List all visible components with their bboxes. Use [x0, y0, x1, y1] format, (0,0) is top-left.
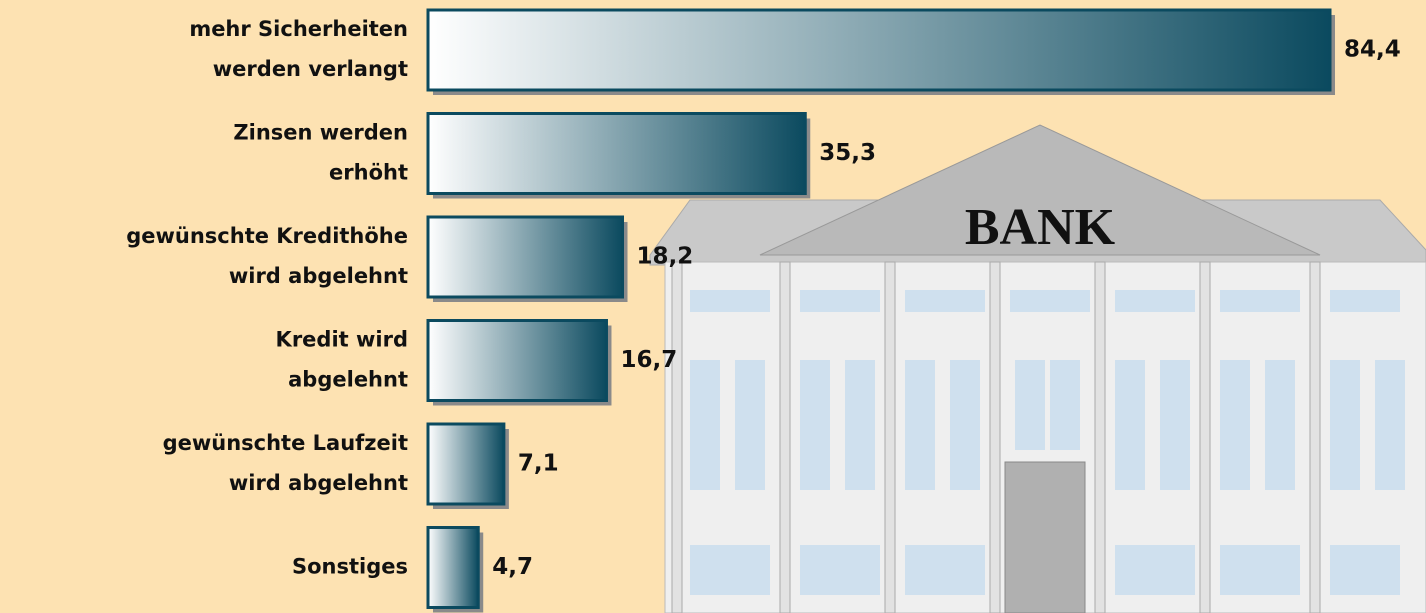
- value-label: 4,7: [492, 554, 533, 580]
- bar: [428, 10, 1330, 90]
- category-label: Kredit wird: [276, 328, 408, 352]
- category-label: Zinsen werden: [233, 121, 408, 145]
- building-label: BANK: [965, 199, 1116, 256]
- page: BANK mehr Sicherheiten werden verlangt 84,…: [0, 0, 1426, 613]
- category-label: gewünschte Kredithöhe: [126, 224, 408, 248]
- value-label: 18,2: [637, 244, 694, 270]
- category-label: werden verlangt: [213, 57, 408, 81]
- category-label: wird abgelehnt: [229, 264, 408, 288]
- bar: [428, 424, 504, 504]
- value-label: 16,7: [620, 347, 677, 373]
- door: [1005, 462, 1085, 613]
- category-label: erhöht: [329, 161, 408, 185]
- chart: BANK mehr Sicherheiten werden verlangt 84,…: [0, 0, 1426, 613]
- bar: [428, 114, 805, 194]
- category-label: gewünschte Laufzeit: [163, 431, 408, 455]
- bar: [428, 321, 606, 401]
- bar: [428, 528, 478, 608]
- category-label: mehr Sicherheiten: [189, 17, 408, 41]
- category-label: abgelehnt: [288, 368, 408, 392]
- value-label: 7,1: [518, 451, 559, 477]
- bar: [428, 217, 623, 297]
- value-label: 35,3: [819, 140, 876, 166]
- category-label: wird abgelehnt: [229, 471, 408, 495]
- category-label: Sonstiges: [292, 555, 408, 579]
- value-label: 84,4: [1344, 37, 1401, 63]
